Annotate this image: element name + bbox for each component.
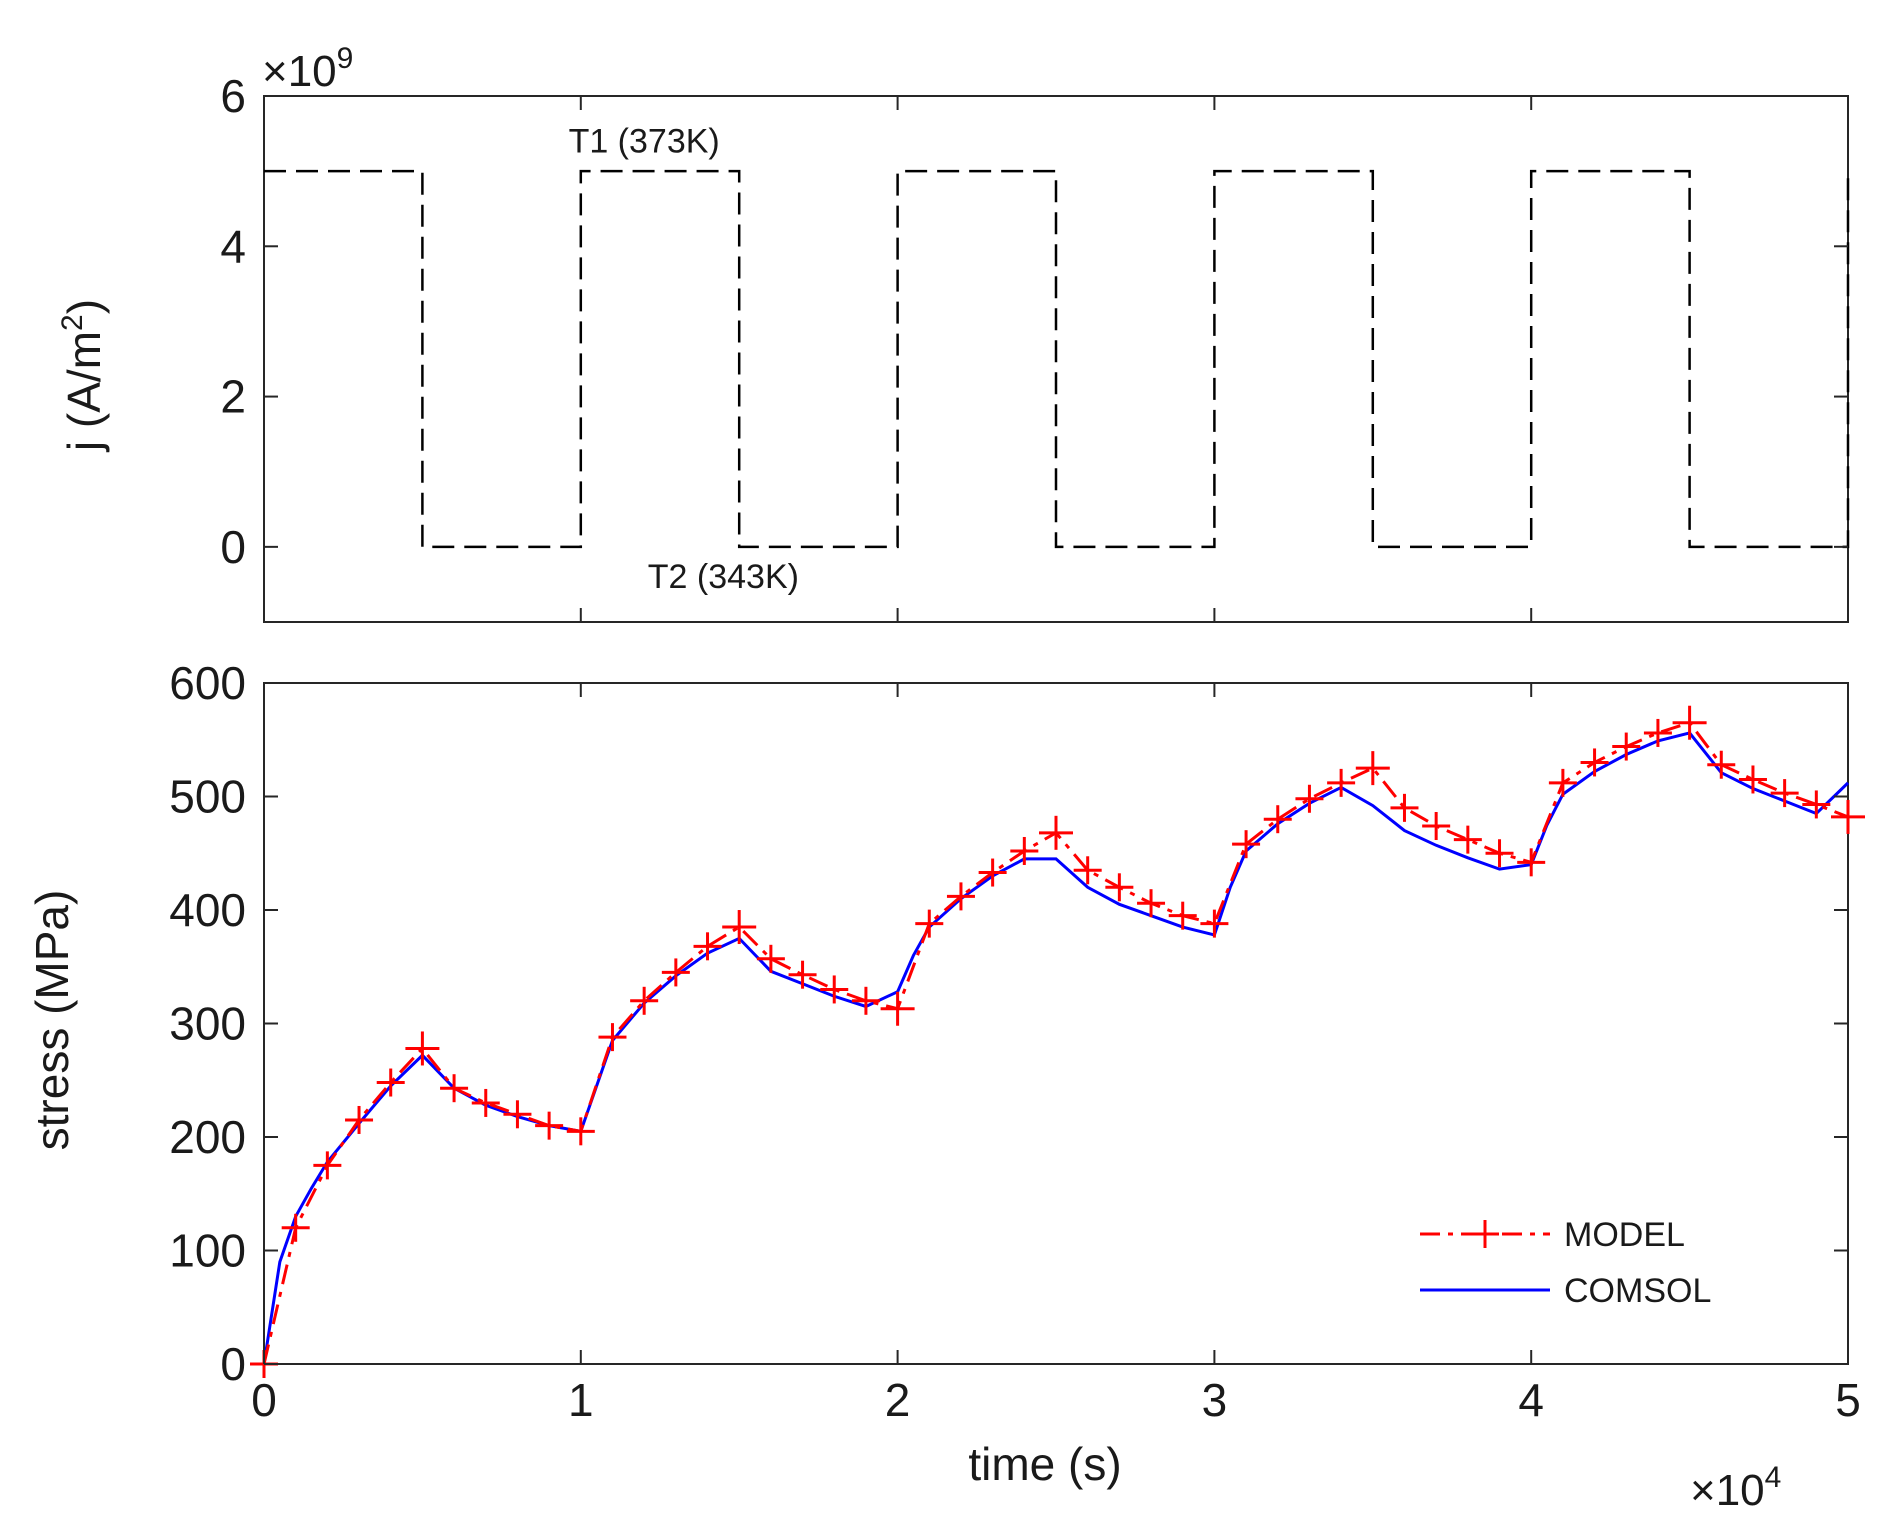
model-point [1137, 889, 1166, 918]
current-density-annotation: T2 (343K) [648, 558, 799, 596]
current-density-panel: 0 2 4 6 ×109 j (A/m2) T1 (373K) T2 (343K) [56, 42, 1850, 623]
stress-x-tick-label: 1 [568, 1374, 594, 1426]
stress-y-tick-label: 200 [169, 1111, 246, 1163]
model-point [1485, 839, 1514, 868]
stress-y-ticks: 0 100 200 300 400 500 600 [169, 657, 1848, 1390]
model-point [722, 910, 757, 945]
model-point [915, 909, 944, 938]
model-point [1073, 856, 1102, 885]
current-density-y-tick-label: 2 [220, 371, 246, 423]
model-point [1390, 793, 1419, 822]
model-point [1580, 748, 1609, 777]
model-point [281, 1213, 310, 1242]
legend-model-label: MODEL [1564, 1216, 1685, 1254]
stress-y-label: stress (MPa) [26, 890, 78, 1151]
x-exponent-prefix: ×10 [1690, 1466, 1765, 1515]
model-point [440, 1074, 469, 1103]
model-point [1327, 768, 1356, 797]
model-point [1295, 784, 1324, 813]
model-point [630, 986, 659, 1015]
stress-x-tick-label: 5 [1835, 1374, 1861, 1426]
stress-y-tick-label: 0 [220, 1338, 246, 1390]
model-point [756, 944, 785, 973]
model-point [1453, 825, 1482, 854]
model-point [1707, 750, 1736, 779]
model-point [1010, 836, 1039, 865]
model-point [1263, 805, 1292, 834]
model-point [1643, 718, 1672, 747]
stress-y-tick-label: 300 [169, 998, 246, 1050]
current-density-y-tick-label: 6 [220, 70, 246, 122]
stress-axes-box [263, 682, 1849, 1365]
model-point [1548, 768, 1577, 797]
model-point [313, 1151, 342, 1180]
legend-model-marker [1471, 1220, 1499, 1248]
model-point [345, 1105, 374, 1134]
model-point [376, 1068, 405, 1097]
model-point [405, 1031, 440, 1066]
current-density-y-label: j (A/m2) [56, 299, 110, 453]
current-density-annotation: T1 (373K) [569, 122, 720, 160]
model-point [1168, 901, 1197, 930]
model-point [851, 986, 880, 1015]
model-point [693, 932, 722, 961]
model-point [1802, 790, 1831, 819]
stress-x-exponent: ×104 [1690, 1461, 1781, 1515]
stress-y-tick-label: 500 [169, 771, 246, 823]
stress-y-tick-label: 400 [169, 884, 246, 936]
model-point [1039, 815, 1073, 850]
current-density-plot-area [263, 95, 1850, 623]
y-exponent-power: 9 [337, 42, 354, 75]
x-exponent-power: 4 [1765, 1461, 1782, 1494]
model-point [946, 882, 975, 911]
stress-legend: MODEL COMSOL [1420, 1216, 1711, 1310]
model-point [1517, 848, 1546, 877]
model-point [820, 975, 849, 1004]
model-point [1355, 751, 1390, 786]
stress-y-tick-label: 100 [169, 1225, 246, 1277]
stress-y-tick-label: 600 [169, 657, 246, 709]
model-point [1200, 909, 1229, 938]
stress-plot-area [250, 682, 1865, 1378]
model-point [788, 960, 817, 989]
current-density-y-ticks: 0 2 4 6 [220, 70, 1848, 573]
current-density-annotations: T1 (373K) T2 (343K) [569, 122, 799, 596]
current-density-y-exponent: ×109 [262, 42, 353, 96]
model-point [1612, 732, 1641, 761]
current-density-y-tick-label: 0 [220, 521, 246, 573]
stress-x-tick-label: 3 [1202, 1374, 1228, 1426]
model-point [598, 1023, 627, 1052]
model-point [1672, 705, 1707, 740]
y-exponent-prefix: ×10 [262, 47, 337, 96]
model-point [566, 1117, 595, 1146]
stress-x-tick-label: 4 [1518, 1374, 1544, 1426]
model-point [1232, 830, 1261, 859]
model-point [535, 1111, 564, 1140]
model-point [1422, 812, 1451, 841]
stress-x-ticks: 0 1 2 3 4 5 [251, 683, 1861, 1426]
model-point [1738, 765, 1767, 794]
stress-x-label: time (s) [968, 1438, 1121, 1490]
legend-comsol-label: COMSOL [1564, 1272, 1711, 1310]
model-point [1770, 779, 1799, 808]
model-point [471, 1088, 500, 1117]
model-point [1105, 873, 1134, 902]
model-point [880, 991, 915, 1026]
model-point [661, 958, 690, 987]
model-point [1831, 799, 1865, 834]
current-density-series-line [264, 169, 1850, 549]
model-point [503, 1100, 532, 1129]
model-point [978, 858, 1007, 887]
current-density-y-tick-label: 4 [220, 220, 246, 272]
stress-x-tick-label: 0 [251, 1374, 277, 1426]
stress-x-tick-label: 2 [885, 1374, 911, 1426]
